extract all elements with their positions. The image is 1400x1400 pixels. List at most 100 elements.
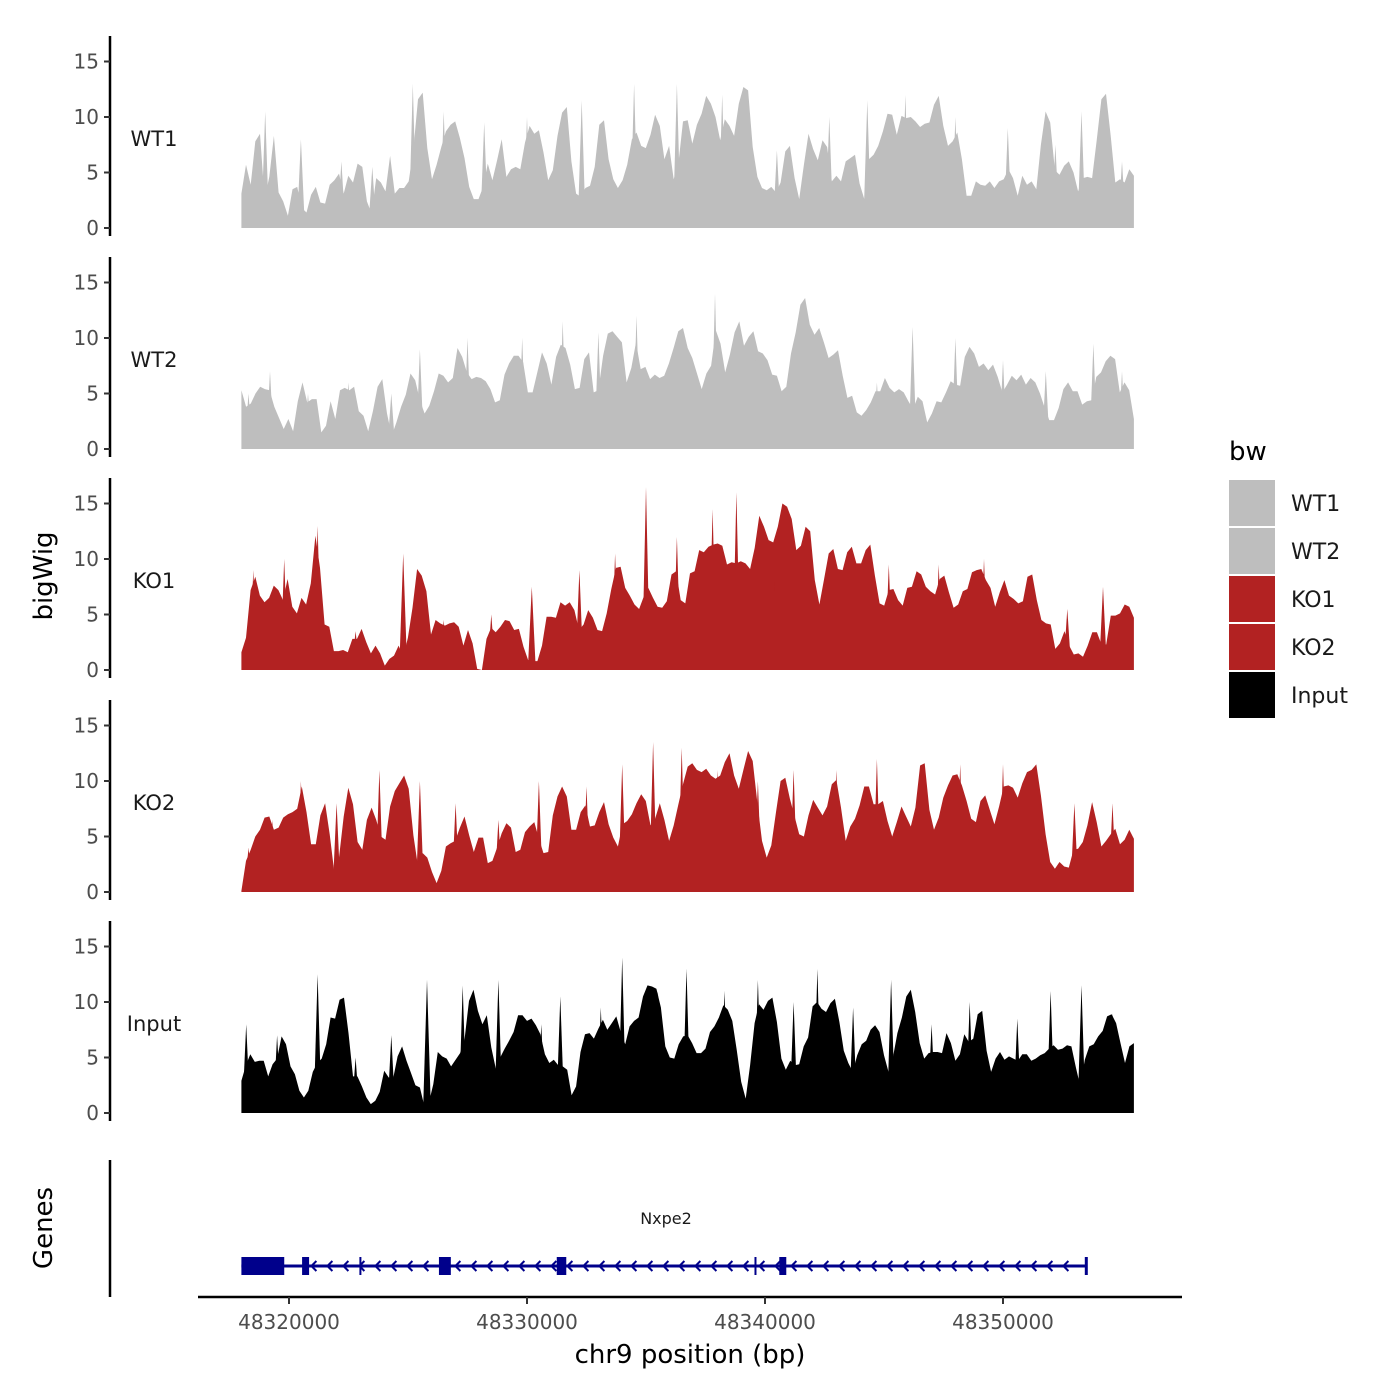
strand-arrow [501, 1260, 510, 1272]
strand-arrow [357, 1260, 366, 1272]
coverage-peak [1077, 985, 1086, 1113]
coverage-peak [611, 553, 620, 670]
coverage-peak [713, 769, 722, 892]
coverage-peak [458, 985, 467, 1113]
coverage-peak [387, 393, 396, 449]
coverage-area-ko1 [241, 503, 1134, 670]
coverage-peak [387, 1035, 396, 1113]
coverage-peak [1034, 836, 1043, 892]
track-label: KO1 [133, 569, 176, 593]
coverage-peak [244, 393, 253, 449]
strand-arrow [837, 1260, 846, 1272]
y-tick-label: 15 [74, 492, 99, 516]
coverage-peak [791, 371, 800, 449]
coverage-peak [280, 559, 289, 670]
gene-exon [438, 1257, 451, 1275]
strand-arrow [421, 1260, 430, 1272]
coverage-peak [1077, 111, 1086, 228]
strand-arrow [613, 1260, 622, 1272]
coverage-peak [408, 83, 417, 228]
coverage-peak [956, 764, 965, 892]
track-label: KO2 [133, 791, 176, 815]
coverage-peak [753, 781, 762, 892]
strand-arrow [901, 1260, 910, 1272]
legend-swatch [1229, 624, 1275, 670]
legend-label: WT1 [1291, 492, 1340, 517]
strand-arrow [405, 1260, 414, 1272]
coverage-peak [825, 117, 834, 228]
strand-arrow [581, 1260, 590, 1272]
y-tick-label: 5 [86, 161, 99, 185]
coverage-peak [884, 564, 893, 670]
x-tick-label: 48350000 [952, 1310, 1054, 1334]
coverage-peak [863, 100, 872, 228]
track-ko2: 0 5 10 15 KO2 [74, 700, 1134, 904]
strand-arrow [789, 1260, 798, 1272]
gene-label: Nxpe2 [640, 1209, 692, 1228]
coverage-peak [351, 1057, 360, 1113]
strand-arrow [741, 1260, 750, 1272]
y-tick-label: 5 [86, 603, 99, 627]
coverage-peak [368, 166, 377, 228]
coverage-peak [618, 957, 627, 1113]
coverage-peak [618, 764, 627, 892]
gene-exon [556, 1257, 567, 1275]
legend-item-input: Input [1229, 672, 1348, 718]
coverage-peak [887, 979, 896, 1113]
track-label: WT1 [131, 127, 178, 151]
coverage-peak [296, 139, 305, 228]
strand-arrow [949, 1260, 958, 1272]
y-tick-label: 15 [74, 271, 99, 295]
strand-arrow [885, 1260, 894, 1272]
gene-exon [302, 1257, 310, 1275]
coverage-peak [927, 1024, 936, 1113]
strand-arrow [629, 1260, 638, 1272]
gene-exon [779, 1257, 787, 1275]
strand-arrow [693, 1260, 702, 1272]
coverage-peak [711, 293, 719, 449]
coverage-peak [439, 620, 448, 670]
strand-arrow [869, 1260, 878, 1272]
strand-arrow [469, 1260, 478, 1272]
y-tick-label: 0 [86, 1101, 99, 1125]
coverage-peak [720, 990, 729, 1113]
coverage-peak [732, 492, 741, 670]
coverage-peak [844, 559, 853, 670]
coverage-peak [518, 338, 527, 449]
strand-arrow [997, 1260, 1006, 1272]
coverage-peak [951, 117, 960, 228]
strand-arrow [485, 1260, 494, 1272]
coverage-peak [630, 83, 639, 228]
track-wt1: 0 5 10 15 WT1 [74, 36, 1134, 240]
coverage-peak [451, 803, 460, 892]
strand-arrow [709, 1260, 718, 1272]
coverage-peak [901, 94, 910, 228]
coverage-peak [596, 1007, 605, 1113]
y-tick-label: 15 [74, 935, 99, 959]
coverage-peak [803, 536, 812, 670]
coverage-peak [1027, 603, 1036, 670]
coverage-peak [415, 781, 424, 892]
gene-nxpe2: Nxpe2 [241, 1209, 1088, 1275]
coverage-peak [534, 781, 543, 892]
coverage-peak [261, 111, 270, 228]
coverage-peak [789, 1002, 798, 1113]
coverage-peak [813, 968, 822, 1113]
coverage-peak [1070, 803, 1079, 892]
coverage-peak [832, 769, 841, 892]
coverage-peak [523, 117, 531, 228]
coverage-peak [337, 161, 346, 228]
coverage-peak [908, 326, 917, 449]
strand-arrow [981, 1260, 990, 1272]
strand-arrow [549, 1260, 558, 1272]
coverage-peak [753, 979, 762, 1113]
legend-title: bw [1229, 437, 1267, 467]
coverage-peak [772, 150, 781, 228]
coverage-peak [1108, 803, 1117, 892]
strand-arrow [853, 1260, 862, 1272]
legend-swatch [1229, 672, 1275, 718]
y-tick-label: 15 [74, 714, 99, 738]
strand-arrow [805, 1260, 814, 1272]
coverage-peak [594, 332, 603, 449]
